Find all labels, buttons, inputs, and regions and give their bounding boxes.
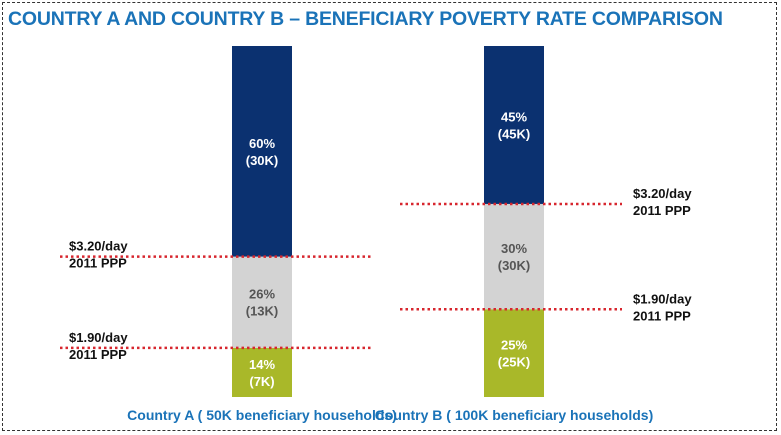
bar-segment-middle-country-b (484, 203, 544, 310)
segment-data-label: (30K) (246, 153, 279, 168)
bar-segment-top-country-a (232, 46, 292, 257)
segment-data-label: 25% (501, 338, 527, 353)
segment-data-label: 60% (249, 136, 275, 151)
segment-data-label: (30K) (498, 258, 531, 273)
category-label: Country A ( 50K beneficiary households) (127, 407, 397, 423)
threshold-label: 2011 PPP (69, 256, 127, 271)
segment-data-label: 26% (249, 287, 275, 302)
chart-title: COUNTRY A AND COUNTRY B – BENEFICIARY PO… (8, 8, 723, 30)
segment-data-label: (13K) (246, 304, 279, 319)
segment-data-label: (25K) (498, 355, 531, 370)
segment-data-label: 45% (501, 109, 527, 124)
threshold-label: $1.90/day (69, 330, 128, 345)
category-label: Country B ( 100K beneficiary households) (375, 407, 654, 423)
segment-data-label: 14% (249, 357, 275, 372)
segment-data-label: 30% (501, 241, 527, 256)
threshold-label: 2011 PPP (633, 203, 691, 218)
bar-segment-middle-country-a (232, 256, 292, 348)
segment-data-label: (45K) (498, 126, 531, 141)
segment-data-label: (7K) (249, 374, 274, 389)
bar-segment-bottom-country-b (484, 309, 544, 397)
chart-frame (2, 2, 777, 431)
bar-segment-bottom-country-a (232, 347, 292, 397)
threshold-label: 2011 PPP (69, 347, 127, 362)
threshold-label: $1.90/day (633, 291, 692, 306)
bar-segment-top-country-b (484, 46, 544, 204)
threshold-label: $3.20/day (69, 239, 128, 254)
threshold-label: 2011 PPP (633, 308, 691, 323)
threshold-label: $3.20/day (633, 186, 692, 201)
